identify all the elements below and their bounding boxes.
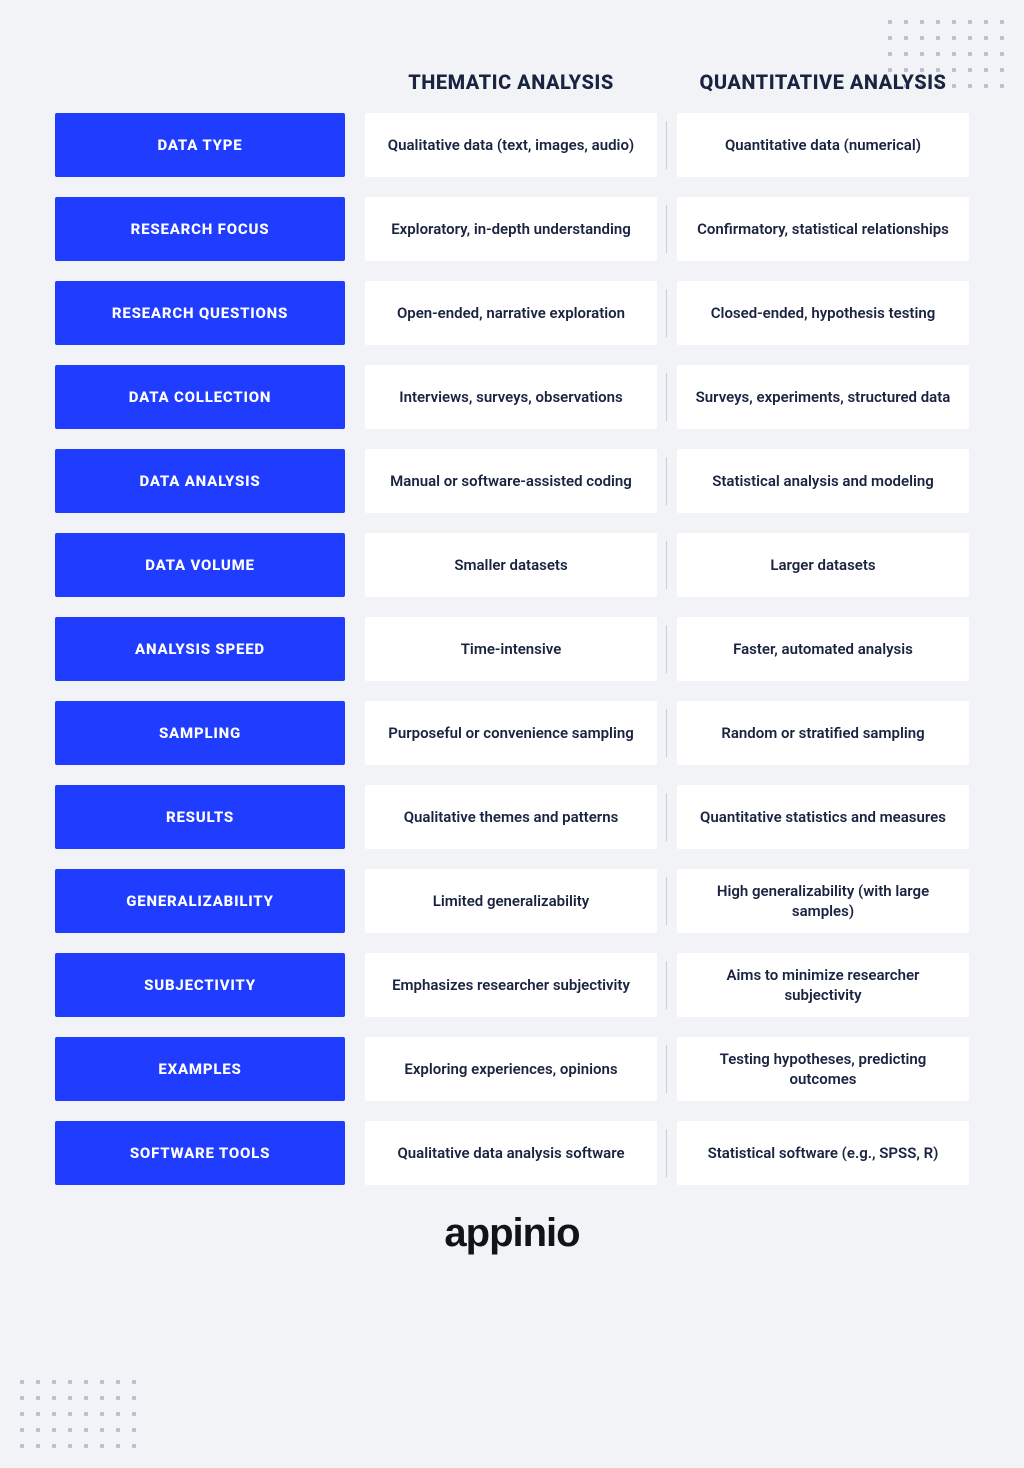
- table-row: SOFTWARE TOOLS Qualitative data analysis …: [55, 1121, 969, 1185]
- thematic-cell: Emphasizes researcher subjectivity: [365, 953, 657, 1017]
- row-label: ANALYSIS SPEED: [55, 617, 345, 681]
- brand-logo: appinio: [55, 1211, 969, 1256]
- thematic-cell: Qualitative data analysis software: [365, 1121, 657, 1185]
- quantitative-cell: Surveys, experiments, structured data: [677, 365, 969, 429]
- quantitative-cell: Larger datasets: [677, 533, 969, 597]
- decorative-dots-bottom: [20, 1380, 136, 1448]
- quantitative-cell: Random or stratified sampling: [677, 701, 969, 765]
- thematic-cell: Qualitative data (text, images, audio): [365, 113, 657, 177]
- row-label: EXAMPLES: [55, 1037, 345, 1101]
- table-row: RESEARCH FOCUS Exploratory, in-depth unde…: [55, 197, 969, 261]
- row-label: DATA ANALYSIS: [55, 449, 345, 513]
- quantitative-cell: High generalizability (with large sample…: [677, 869, 969, 933]
- table-row: ANALYSIS SPEED Time-intensive Faster, auto…: [55, 617, 969, 681]
- quantitative-cell: Quantitative statistics and measures: [677, 785, 969, 849]
- thematic-cell: Exploratory, in-depth understanding: [365, 197, 657, 261]
- table-row: DATA COLLECTION Interviews, surveys, obse…: [55, 365, 969, 429]
- table-row: RESEARCH QUESTIONS Open-ended, narrative …: [55, 281, 969, 345]
- row-label: DATA VOLUME: [55, 533, 345, 597]
- table-headers: THEMATIC ANALYSIS QUANTITATIVE ANALYSIS: [55, 70, 969, 95]
- row-label: GENERALIZABILITY: [55, 869, 345, 933]
- row-label: RESULTS: [55, 785, 345, 849]
- comparison-table: THEMATIC ANALYSIS QUANTITATIVE ANALYSIS …: [0, 0, 1024, 1296]
- quantitative-cell: Statistical analysis and modeling: [677, 449, 969, 513]
- table-row: GENERALIZABILITY Limited generalizability…: [55, 869, 969, 933]
- quantitative-cell: Testing hypotheses, predicting outcomes: [677, 1037, 969, 1101]
- thematic-cell: Manual or software-assisted coding: [365, 449, 657, 513]
- quantitative-cell: Faster, automated analysis: [677, 617, 969, 681]
- table-row: SAMPLING Purposeful or convenience sampli…: [55, 701, 969, 765]
- row-label: RESEARCH FOCUS: [55, 197, 345, 261]
- quantitative-cell: Statistical software (e.g., SPSS, R): [677, 1121, 969, 1185]
- table-row: DATA TYPE Qualitative data (text, images,…: [55, 113, 969, 177]
- thematic-cell: Qualitative themes and patterns: [365, 785, 657, 849]
- row-label: DATA COLLECTION: [55, 365, 345, 429]
- quantitative-cell: Closed-ended, hypothesis testing: [677, 281, 969, 345]
- quantitative-cell: Quantitative data (numerical): [677, 113, 969, 177]
- thematic-cell: Purposeful or convenience sampling: [365, 701, 657, 765]
- table-body: DATA TYPE Qualitative data (text, images,…: [55, 113, 969, 1185]
- thematic-cell: Exploring experiences, opinions: [365, 1037, 657, 1101]
- thematic-cell: Time-intensive: [365, 617, 657, 681]
- quantitative-cell: Aims to minimize researcher subjectivity: [677, 953, 969, 1017]
- row-label: SAMPLING: [55, 701, 345, 765]
- thematic-cell: Interviews, surveys, observations: [365, 365, 657, 429]
- quantitative-cell: Confirmatory, statistical relationships: [677, 197, 969, 261]
- row-label: SOFTWARE TOOLS: [55, 1121, 345, 1185]
- header-spacer: [55, 70, 345, 95]
- table-row: DATA ANALYSIS Manual or software-assisted…: [55, 449, 969, 513]
- row-label: DATA TYPE: [55, 113, 345, 177]
- column-header-thematic: THEMATIC ANALYSIS: [365, 70, 657, 95]
- table-row: EXAMPLES Exploring experiences, opinions T…: [55, 1037, 969, 1101]
- column-header-quantitative: QUANTITATIVE ANALYSIS: [677, 70, 969, 95]
- row-label: SUBJECTIVITY: [55, 953, 345, 1017]
- table-row: RESULTS Qualitative themes and patterns Qu…: [55, 785, 969, 849]
- table-row: SUBJECTIVITY Emphasizes researcher subjec…: [55, 953, 969, 1017]
- thematic-cell: Smaller datasets: [365, 533, 657, 597]
- row-label: RESEARCH QUESTIONS: [55, 281, 345, 345]
- table-row: DATA VOLUME Smaller datasets Larger datase…: [55, 533, 969, 597]
- thematic-cell: Limited generalizability: [365, 869, 657, 933]
- thematic-cell: Open-ended, narrative exploration: [365, 281, 657, 345]
